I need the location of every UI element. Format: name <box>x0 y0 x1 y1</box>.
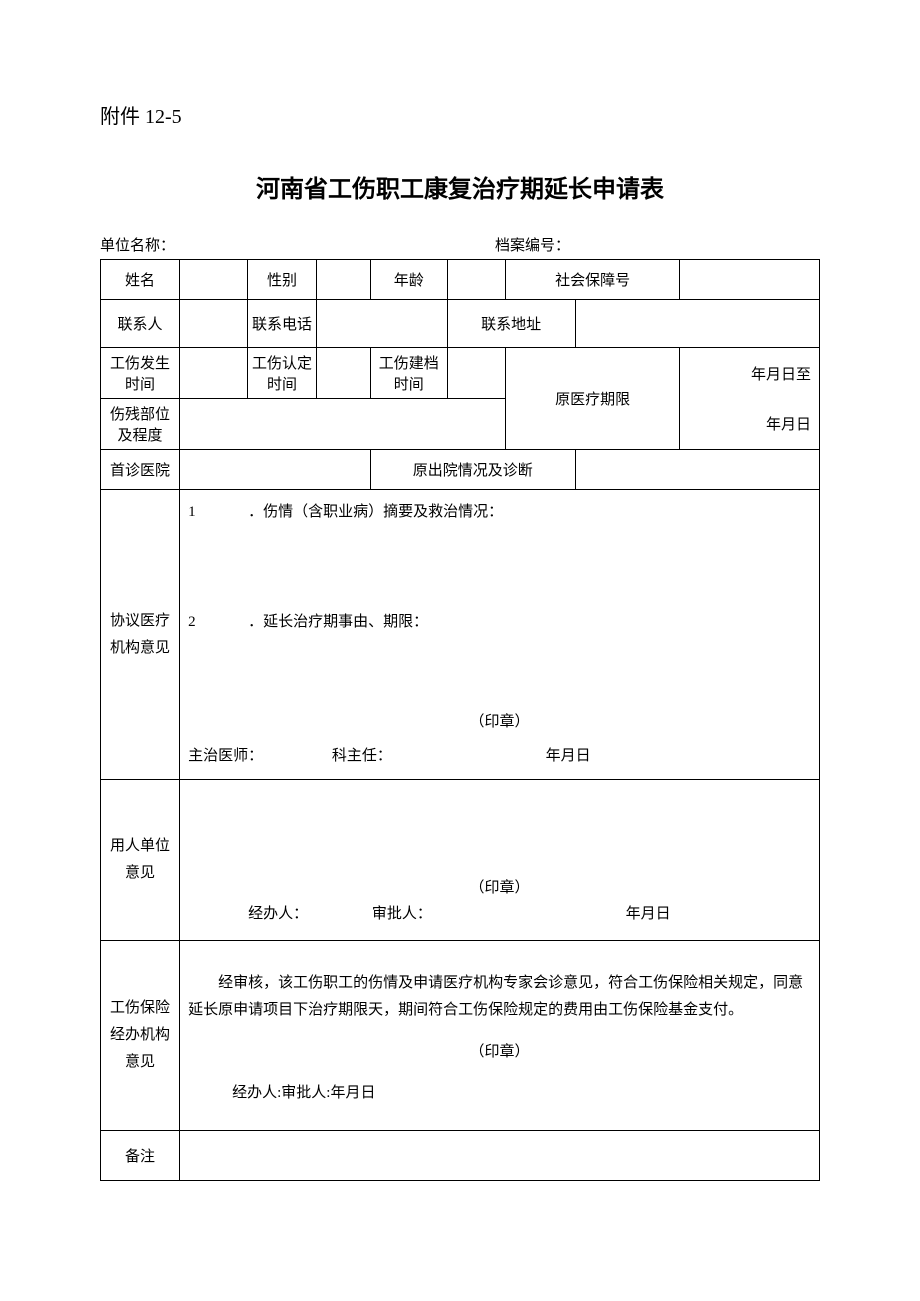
first-hospital-value[interactable] <box>180 450 371 490</box>
contact-label: 联系人 <box>101 300 180 348</box>
first-hospital-label: 首诊医院 <box>101 450 180 490</box>
item2-text: ．延长治疗期事由、期限： <box>248 614 428 630</box>
employer-opinion-content[interactable]: （印章） 经办人： 审批人： 年月日 <box>180 780 820 941</box>
ssn-value[interactable] <box>680 260 820 300</box>
address-label: 联系地址 <box>447 300 575 348</box>
injury-part-value[interactable] <box>180 399 506 450</box>
insurance-seal: （印章） <box>182 1040 817 1061</box>
item1-num: 1 <box>188 500 198 524</box>
attachment-label: 附件 12-5 <box>100 100 820 129</box>
chief-label: 科主任： <box>332 744 542 768</box>
injury-part-label: 伤残部位及程度 <box>101 399 180 450</box>
injury-time-label: 工伤发生时间 <box>101 348 180 399</box>
insurance-text: 经审核，该工伤职工的伤情及申请医疗机构专家会诊意见，符合工伤保险相关规定，同意延… <box>182 970 817 1024</box>
insurance-sign: 经办人:审批人:年月日 <box>232 1081 817 1102</box>
remarks-value[interactable] <box>180 1131 820 1181</box>
insurance-opinion-content[interactable]: 经审核，该工伤职工的伤情及申请医疗机构专家会诊意见，符合工伤保险相关规定，同意延… <box>180 941 820 1131</box>
contact-value[interactable] <box>180 300 247 348</box>
phone-label: 联系电话 <box>247 300 317 348</box>
application-form-table: 姓名 性别 年龄 社会保障号 联系人 联系电话 联系地址 工伤发生时间 工伤认定… <box>100 259 820 1181</box>
employer-approver-label: 审批人： <box>372 902 622 926</box>
employer-opinion-label: 用人单位意见 <box>101 780 180 941</box>
ssn-label: 社会保障号 <box>505 260 680 300</box>
address-value[interactable] <box>575 300 819 348</box>
doctor-label: 主治医师： <box>188 744 328 768</box>
original-period-label: 原医疗期限 <box>505 348 680 450</box>
header-line: 单位名称： 档案编号： <box>100 234 820 255</box>
gender-value[interactable] <box>317 260 371 300</box>
medical-opinion-label: 协议医疗机构意见 <box>101 490 180 780</box>
phone-value[interactable] <box>317 300 447 348</box>
name-value[interactable] <box>180 260 247 300</box>
item2-num: 2 <box>188 610 198 634</box>
file-number-label: 档案编号： <box>425 234 820 255</box>
period-end[interactable]: 年月日 <box>680 399 820 450</box>
name-label: 姓名 <box>101 260 180 300</box>
discharge-value[interactable] <box>575 450 819 490</box>
employer-date: 年月日 <box>626 906 671 922</box>
insurance-opinion-label: 工伤保险经办机构意见 <box>101 941 180 1131</box>
remarks-label: 备注 <box>101 1131 180 1181</box>
filing-time-value[interactable] <box>447 348 505 399</box>
medical-seal: （印章） <box>188 710 811 734</box>
recognition-time-label: 工伤认定时间 <box>247 348 317 399</box>
period-start[interactable]: 年月日至 <box>680 348 820 399</box>
employer-seal: （印章） <box>188 876 811 900</box>
age-label: 年龄 <box>370 260 447 300</box>
filing-time-label: 工伤建档时间 <box>370 348 447 399</box>
recognition-time-value[interactable] <box>317 348 371 399</box>
medical-opinion-content[interactable]: 1 ．伤情（含职业病）摘要及救治情况： 2 ．延长治疗期事由、期限： （印章） 主治… <box>180 490 820 780</box>
injury-time-value[interactable] <box>180 348 247 399</box>
medical-date: 年月日 <box>546 748 591 764</box>
discharge-label: 原出院情况及诊断 <box>370 450 575 490</box>
gender-label: 性别 <box>247 260 317 300</box>
unit-name-label: 单位名称： <box>100 234 425 255</box>
item1-text: ．伤情（含职业病）摘要及救治情况： <box>248 504 503 520</box>
age-value[interactable] <box>447 260 505 300</box>
form-title: 河南省工伤职工康复治疗期延长申请表 <box>100 169 820 204</box>
employer-handler-label: 经办人： <box>248 902 368 926</box>
